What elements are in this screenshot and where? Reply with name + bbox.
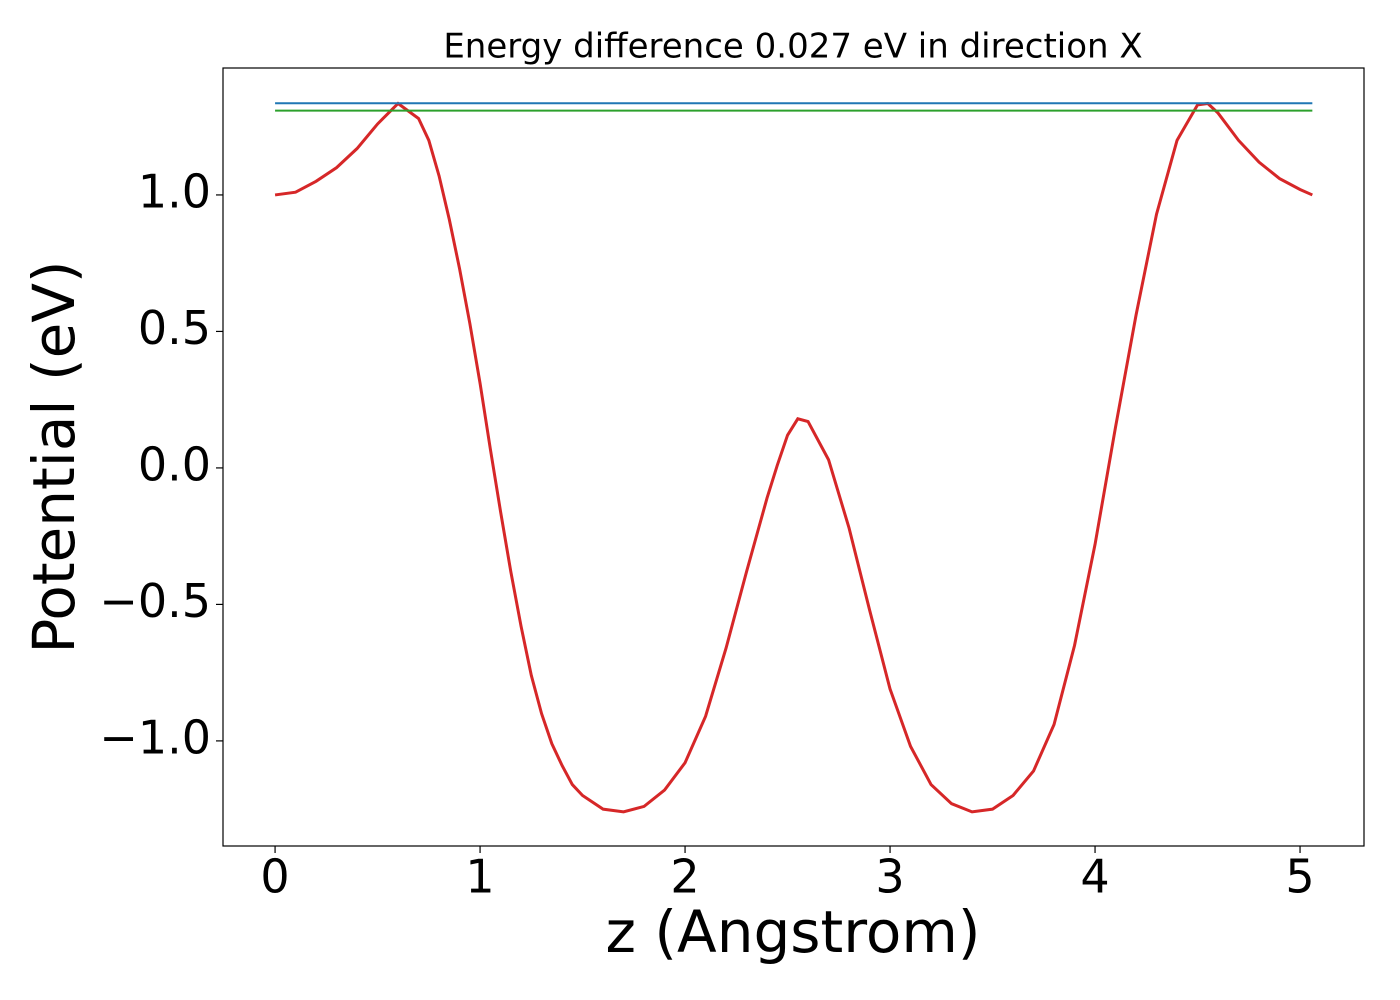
y-tick-label: 0.5	[138, 301, 211, 355]
x-tick-label: 4	[1080, 850, 1109, 904]
x-tick-label: 1	[465, 850, 494, 904]
y-tick-label: −0.5	[99, 574, 211, 628]
x-axis-label: z (Angstrom)	[606, 898, 981, 966]
x-tick-label: 3	[875, 850, 904, 904]
x-tick-label: 2	[670, 850, 699, 904]
plot-frame	[222, 67, 1365, 847]
y-tick-label: −1.0	[99, 710, 211, 764]
x-tick-label: 0	[260, 850, 289, 904]
y-axis-label: Potential (eV)	[20, 260, 88, 653]
y-tick-label: 0.0	[138, 437, 211, 491]
line-series	[274, 101, 1313, 814]
chart-title: Energy difference 0.027 eV in direction …	[443, 27, 1142, 67]
y-tick-label: 1.0	[138, 164, 211, 218]
x-tick-label: 5	[1285, 850, 1314, 904]
